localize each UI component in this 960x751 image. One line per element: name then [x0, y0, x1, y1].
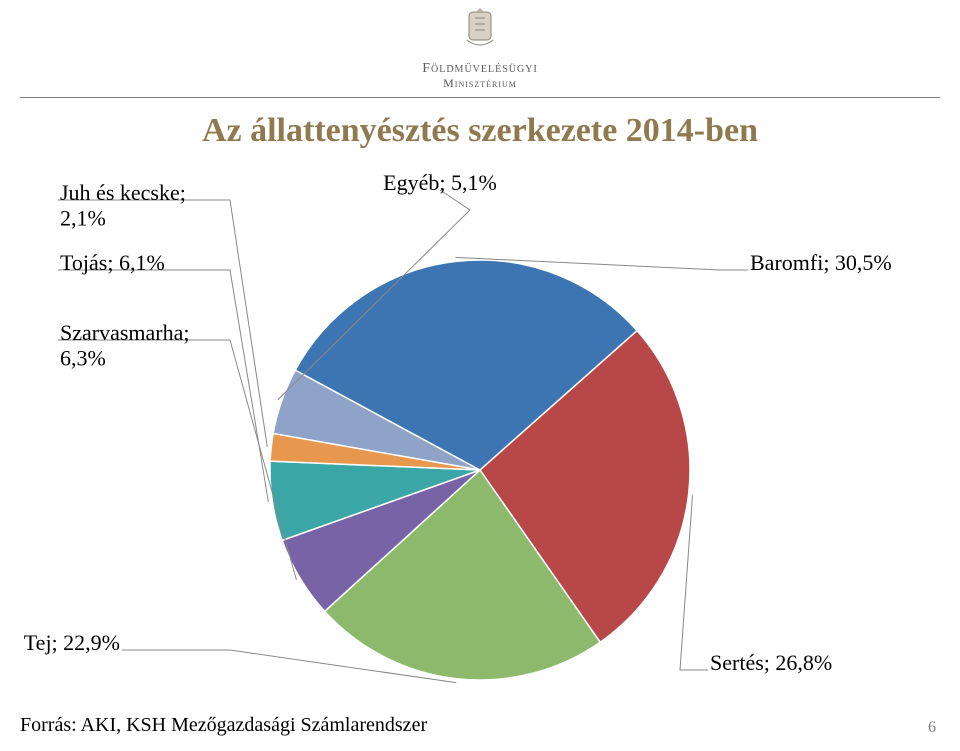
pie-label-egyeb: Egyéb; 5,1%: [383, 170, 497, 195]
header-divider: [20, 97, 940, 98]
pie-label-baromfi: Baromfi; 30,5%: [750, 250, 892, 275]
ministry-line1: Földművelésügyi: [0, 61, 960, 77]
pie-label-tej: Tej; 22,9%: [24, 630, 120, 655]
slide-title: Az állattenyésztés szerkezete 2014-ben: [0, 112, 960, 150]
leader-szarvas: [58, 340, 296, 580]
slide-header: Földművelésügyi Minisztérium: [0, 0, 960, 91]
pie-label-szarvas: Szarvasmarha;6,3%: [60, 320, 190, 370]
pie-label-juh: Juh és kecske;2,1%: [60, 180, 186, 230]
pie-label-tojas: Tojás; 6,1%: [60, 250, 165, 275]
ministry-line2: Minisztérium: [0, 77, 960, 91]
source-footer: Forrás: AKI, KSH Mezőgazdasági Számlaren…: [20, 714, 427, 737]
leader-tojas: [58, 270, 268, 502]
page-number: 6: [928, 719, 936, 737]
pie-label-sertes: Sertés; 26,8%: [710, 650, 832, 675]
crest-icon: [461, 6, 499, 59]
pie-chart: Egyéb; 5,1% Baromfi; 30,5% Sertés; 26,8% Te…: [0, 170, 960, 690]
ministry-name: Földművelésügyi Minisztérium: [0, 61, 960, 91]
